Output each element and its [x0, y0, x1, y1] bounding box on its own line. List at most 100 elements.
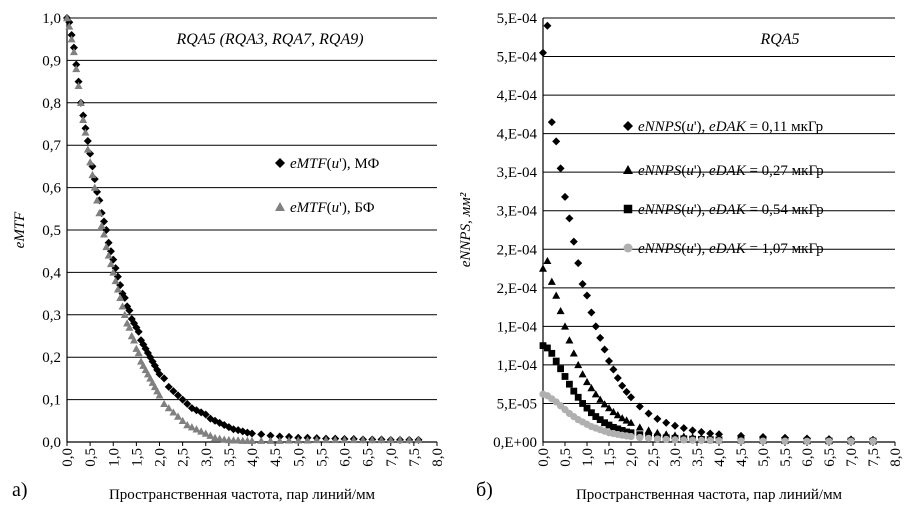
legend-label: eNNPS(u'), eDAK = 1,07 мкГр — [638, 241, 824, 257]
data-point — [349, 435, 358, 444]
data-point — [396, 435, 404, 444]
series-0 — [63, 14, 423, 444]
y-tick-label: 2,E-04 — [497, 281, 538, 297]
data-point — [266, 436, 275, 444]
legend-item: eNNPS(u'), eDAK = 1,07 мкГр — [623, 241, 824, 257]
data-point — [561, 322, 569, 330]
data-point — [547, 118, 556, 127]
x-tick-label: 4,0 — [245, 448, 261, 467]
x-tick-label: 7,0 — [384, 448, 400, 467]
x-tick-label: 1,5 — [602, 448, 618, 467]
data-point — [340, 435, 349, 444]
data-point — [614, 425, 622, 433]
x-tick-label: 5,0 — [291, 448, 307, 467]
y-tick-label: 0,0 — [42, 435, 61, 451]
data-point — [618, 414, 627, 422]
data-point — [605, 421, 613, 429]
data-point — [596, 333, 605, 342]
data-point — [688, 426, 697, 435]
data-point — [79, 115, 88, 123]
data-point — [125, 323, 134, 331]
data-point — [79, 111, 88, 120]
data-point — [169, 408, 178, 416]
x-tick-label: 4,5 — [268, 448, 284, 467]
data-point — [869, 437, 877, 445]
x-tick-label: 0,0 — [60, 448, 76, 467]
legend-item: eNNPS(u'), eDAK = 0,54 мкГр — [623, 202, 824, 218]
data-point — [201, 410, 210, 419]
data-point — [248, 429, 256, 438]
legend-label: eNNPS(u'), eDAK = 0,27 мкГр — [638, 163, 824, 179]
data-point — [76, 98, 85, 106]
data-point — [679, 424, 688, 433]
data-point — [95, 209, 104, 217]
legend-marker — [275, 202, 285, 211]
data-point — [322, 435, 330, 444]
data-point — [653, 435, 662, 443]
data-point — [164, 382, 173, 391]
x-tick-label: 5,0 — [756, 448, 772, 467]
data-point — [689, 436, 697, 444]
data-point — [201, 429, 210, 437]
data-point — [81, 124, 90, 133]
data-point — [104, 251, 113, 259]
y-tick-label: 0,1 — [42, 393, 61, 409]
x-tick-label: 3,0 — [199, 448, 215, 467]
panel-annotation: RQA5 — [759, 31, 799, 48]
data-point — [596, 416, 604, 424]
data-point — [113, 285, 122, 293]
legend-marker — [623, 243, 633, 253]
data-point — [574, 360, 583, 369]
x-tick-label: 6,5 — [361, 448, 377, 467]
data-point — [592, 413, 600, 420]
x-tick-label: 6,5 — [822, 448, 838, 467]
data-point — [134, 327, 143, 336]
data-point — [257, 436, 266, 444]
x-tick-label: 2,0 — [624, 448, 640, 467]
data-point — [67, 35, 76, 43]
data-point — [574, 259, 583, 268]
data-point — [622, 416, 631, 424]
legend-marker — [623, 204, 633, 214]
x-axis-title: Пространственная частота, пар линий/мм — [576, 487, 843, 503]
x-tick-label: 5,5 — [314, 448, 330, 467]
y-tick-label: 2,E-04 — [497, 242, 538, 258]
panel-annotation: RQA5 (RQA3, RQA7, RQA9) — [175, 31, 363, 48]
data-point — [583, 291, 591, 300]
data-point — [248, 436, 256, 444]
y-tick-label: 0,5 — [42, 223, 61, 239]
data-point — [543, 256, 552, 265]
y-tick-label: 5,E-04 — [497, 50, 538, 66]
data-point — [680, 436, 688, 444]
data-point — [609, 365, 618, 374]
data-point — [74, 81, 83, 90]
data-point — [556, 306, 565, 315]
data-point — [543, 21, 552, 30]
data-point — [102, 242, 111, 251]
data-point — [164, 404, 173, 412]
data-point — [803, 437, 811, 445]
data-point — [331, 435, 340, 444]
y-tick-label: 5,E-04 — [497, 11, 538, 27]
data-point — [623, 428, 630, 436]
legend-label: eNNPS(u'), eDAK = 0,54 мкГр — [638, 202, 824, 218]
x-tick-label: 0,5 — [83, 448, 99, 467]
series-3 — [539, 390, 877, 445]
x-tick-label: 6,0 — [800, 448, 816, 467]
data-point — [847, 437, 855, 445]
data-point — [644, 409, 653, 418]
data-point — [697, 436, 706, 444]
y-axis-title: eMTF — [12, 211, 28, 248]
data-point — [125, 306, 134, 315]
chart-panel-a: 0,0 0,1 0,2 0,3 0,4 0,5 0,6 0,7 0,8 0,9 1,0 0,0 0,5 1… — [12, 11, 446, 503]
data-point — [557, 365, 564, 373]
legend-label: eMTF(u'), МФ — [290, 156, 380, 172]
data-point — [671, 436, 679, 444]
y-tick-label: 4,E-04 — [497, 127, 538, 143]
x-axis-title: Пространственная частота, пар линий/мм — [109, 487, 376, 503]
data-point — [97, 221, 106, 229]
data-point — [155, 391, 164, 399]
series-0 — [539, 21, 877, 444]
x-tick-label: 1,0 — [580, 448, 596, 467]
